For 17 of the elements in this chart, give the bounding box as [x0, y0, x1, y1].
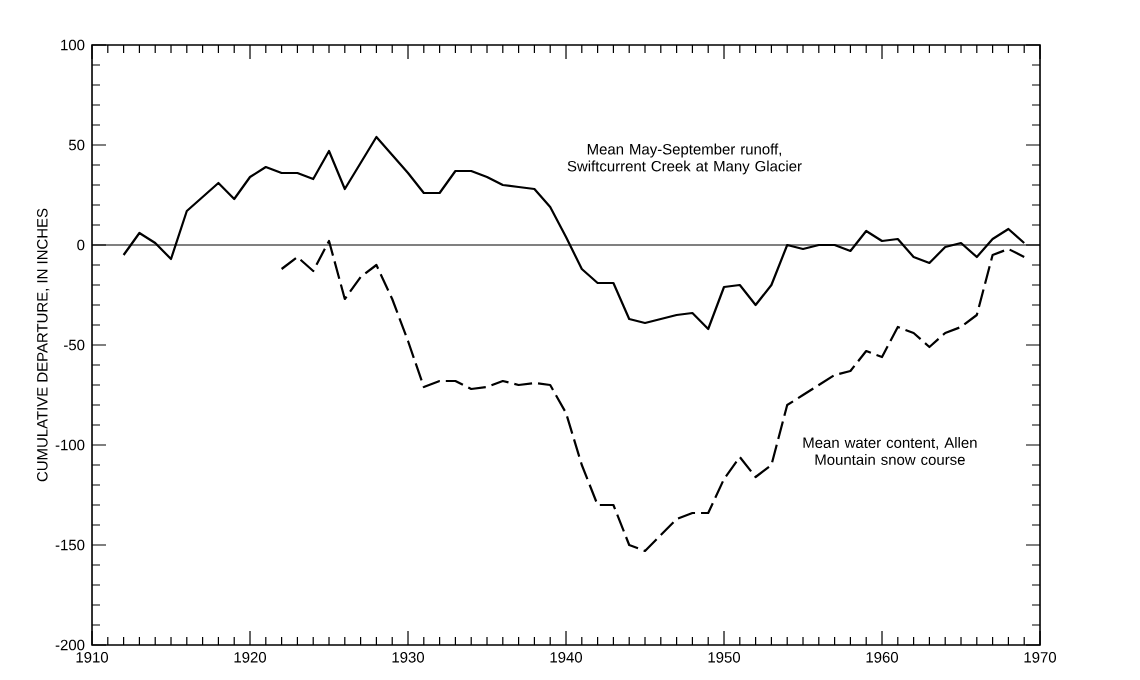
y-tick-label: 0 — [77, 239, 85, 251]
x-tick-label: 1960 — [866, 652, 899, 663]
y-tick-label: -100 — [55, 439, 85, 451]
x-tick-label: 1950 — [708, 652, 741, 663]
x-tick-label: 1970 — [1024, 652, 1057, 663]
x-tick-label: 1940 — [550, 652, 583, 663]
y-tick-label: 100 — [61, 39, 85, 51]
x-tick-label: 1920 — [234, 652, 267, 663]
y-tick-label: -150 — [55, 539, 85, 551]
y-tick-label: -50 — [64, 339, 85, 351]
y-axis-title: CUMULATIVE DEPARTURE, IN INCHES — [37, 208, 50, 482]
y-tick-label: 50 — [68, 139, 85, 151]
text: Mean May-September runoff, Swiftcurrent Creek at Many Glacier — [567, 143, 802, 175]
x-tick-label: 1930 — [392, 652, 425, 663]
x-tick-label: 1910 — [76, 652, 109, 663]
y-tick-label: -200 — [55, 639, 85, 651]
series-label: Mean water content, Allen Mountain snow course — [803, 437, 977, 465]
